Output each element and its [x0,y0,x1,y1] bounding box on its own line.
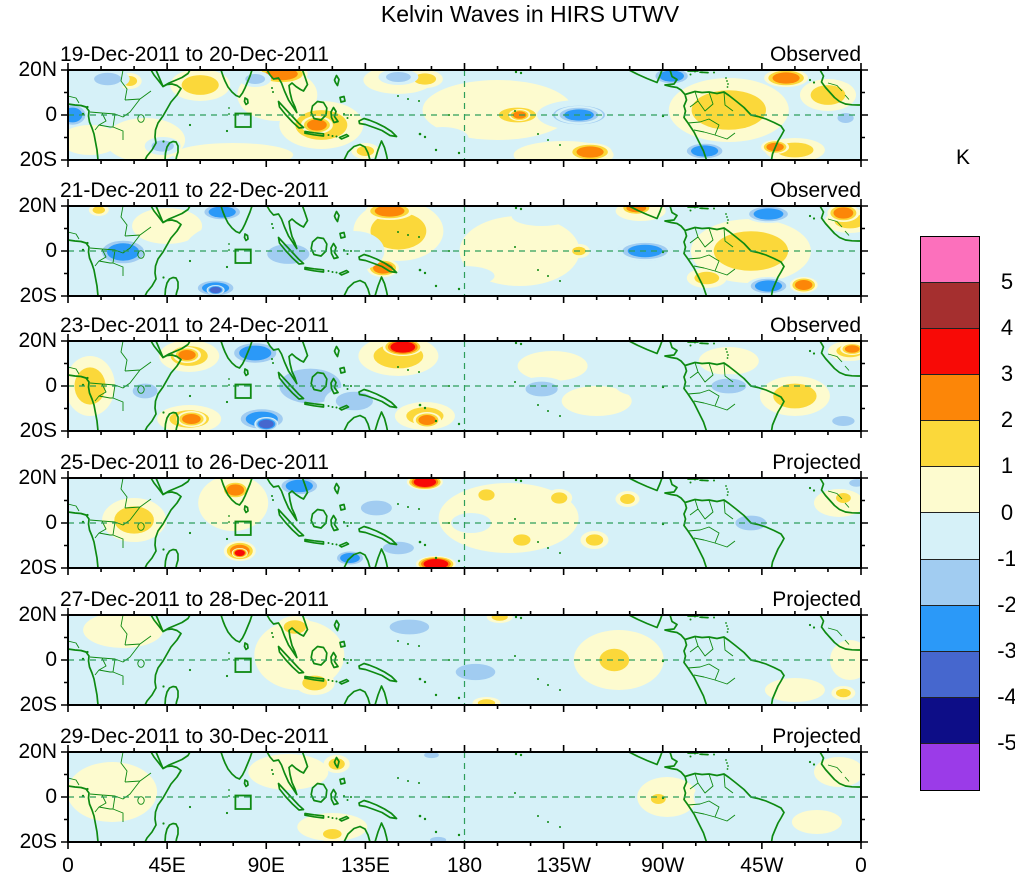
colorbar-tick-label: 0 [1000,499,1014,525]
colorbar-cell [921,283,979,330]
lat-tick-label: 20N [18,58,57,81]
colorbar-tick-label: 1 [1000,453,1014,479]
colorbar-cell [921,651,979,698]
lon-tick-label: 45E [148,854,186,877]
reference-box [234,520,252,536]
lon-tick-label: 0 [855,854,867,877]
panel-map [61,608,868,712]
lon-tick-label: 90E [247,854,285,877]
colorbar-tick-label: 4 [1000,315,1014,341]
anomaly-blobs [72,615,861,705]
colorbar-cell [921,559,979,606]
lon-tick-label: 45W [740,854,784,877]
axis-ticks [61,199,868,303]
panel-date-label: 19-Dec-2011 to 20-Dec-2011 [60,43,329,66]
lat-tick-label: 0 [45,511,57,534]
figure-title: Kelvin Waves in HIRS UTWV [380,1,680,27]
colorbar-tick-label: -5 [997,729,1015,755]
colorbar-cell [921,467,979,514]
lon-tick-label: 90W [641,854,685,877]
panel-type-label: Projected [772,451,861,474]
panel-date-label: 25-Dec-2011 to 26-Dec-2011 [60,451,329,474]
lat-tick-label: 20N [18,466,57,489]
colorbar-tick-label: -3 [997,637,1015,663]
colorbar-cell [921,375,979,422]
reference-box [234,112,252,128]
colorbar-cell [921,329,979,376]
lat-tick-label: 20S [19,556,57,579]
reference-box [234,383,252,399]
colorbar-cell [921,513,979,560]
lat-tick-label: 0 [45,239,57,262]
axis-ticks [61,334,868,438]
reference-box [234,794,252,810]
colorbar-cell [921,743,979,790]
panel-map [61,334,868,438]
panel-date-label: 21-Dec-2011 to 22-Dec-2011 [60,179,329,202]
colorbar [920,236,980,791]
panel-map [61,199,868,303]
lat-tick-label: 0 [45,103,57,126]
colorbar-tick-label: 2 [1000,407,1014,433]
panel-map [61,63,868,167]
colorbar-tick-label: -1 [997,545,1015,571]
axis-ticks [61,471,868,575]
axis-ticks [61,63,868,167]
colorbar-tick-label: 3 [1000,361,1014,387]
colorbar-tick-label: 5 [1000,269,1014,295]
lat-tick-label: 20N [18,603,57,626]
panel-date-label: 29-Dec-2011 to 30-Dec-2011 [60,725,329,748]
lat-tick-label: 20S [19,830,57,853]
panel-date-label: 27-Dec-2011 to 28-Dec-2011 [60,588,329,611]
lon-tick-label: 180 [446,854,483,877]
reference-box [234,248,252,264]
colorbar-tick-label: -4 [997,683,1015,709]
panel-date-label: 23-Dec-2011 to 24-Dec-2011 [60,314,329,337]
colorbar-cell [921,237,979,284]
colorbar-cell [921,697,979,744]
lat-tick-label: 20N [18,740,57,763]
lat-tick-label: 0 [45,785,57,808]
axis-ticks [61,608,868,712]
lat-tick-label: 20S [19,693,57,716]
panel-map [61,471,868,575]
axis-ticks [61,745,868,849]
panel-type-label: Projected [772,725,861,748]
lat-tick-label: 0 [45,648,57,671]
colorbar-cell [921,421,979,468]
lat-tick-label: 20S [19,284,57,307]
panel-map [61,745,868,849]
panel-type-label: Observed [769,43,861,66]
colorbar-unit-label: K [955,146,970,169]
lon-tick-label: 135W [536,854,592,877]
lon-tick-label: 0 [62,854,74,877]
lat-tick-label: 20S [19,148,57,171]
lat-tick-label: 0 [45,374,57,397]
lon-tick-label: 135E [340,854,390,877]
panel-type-label: Observed [769,314,861,337]
reference-box [234,657,252,673]
colorbar-cell [921,605,979,652]
lat-tick-label: 20S [19,419,57,442]
colorbar-tick-label: -2 [997,591,1015,617]
panel-type-label: Observed [769,179,861,202]
anomaly-blobs [68,70,859,160]
lat-tick-label: 20N [18,329,57,352]
lat-tick-label: 20N [18,194,57,217]
panel-type-label: Projected [772,588,861,611]
